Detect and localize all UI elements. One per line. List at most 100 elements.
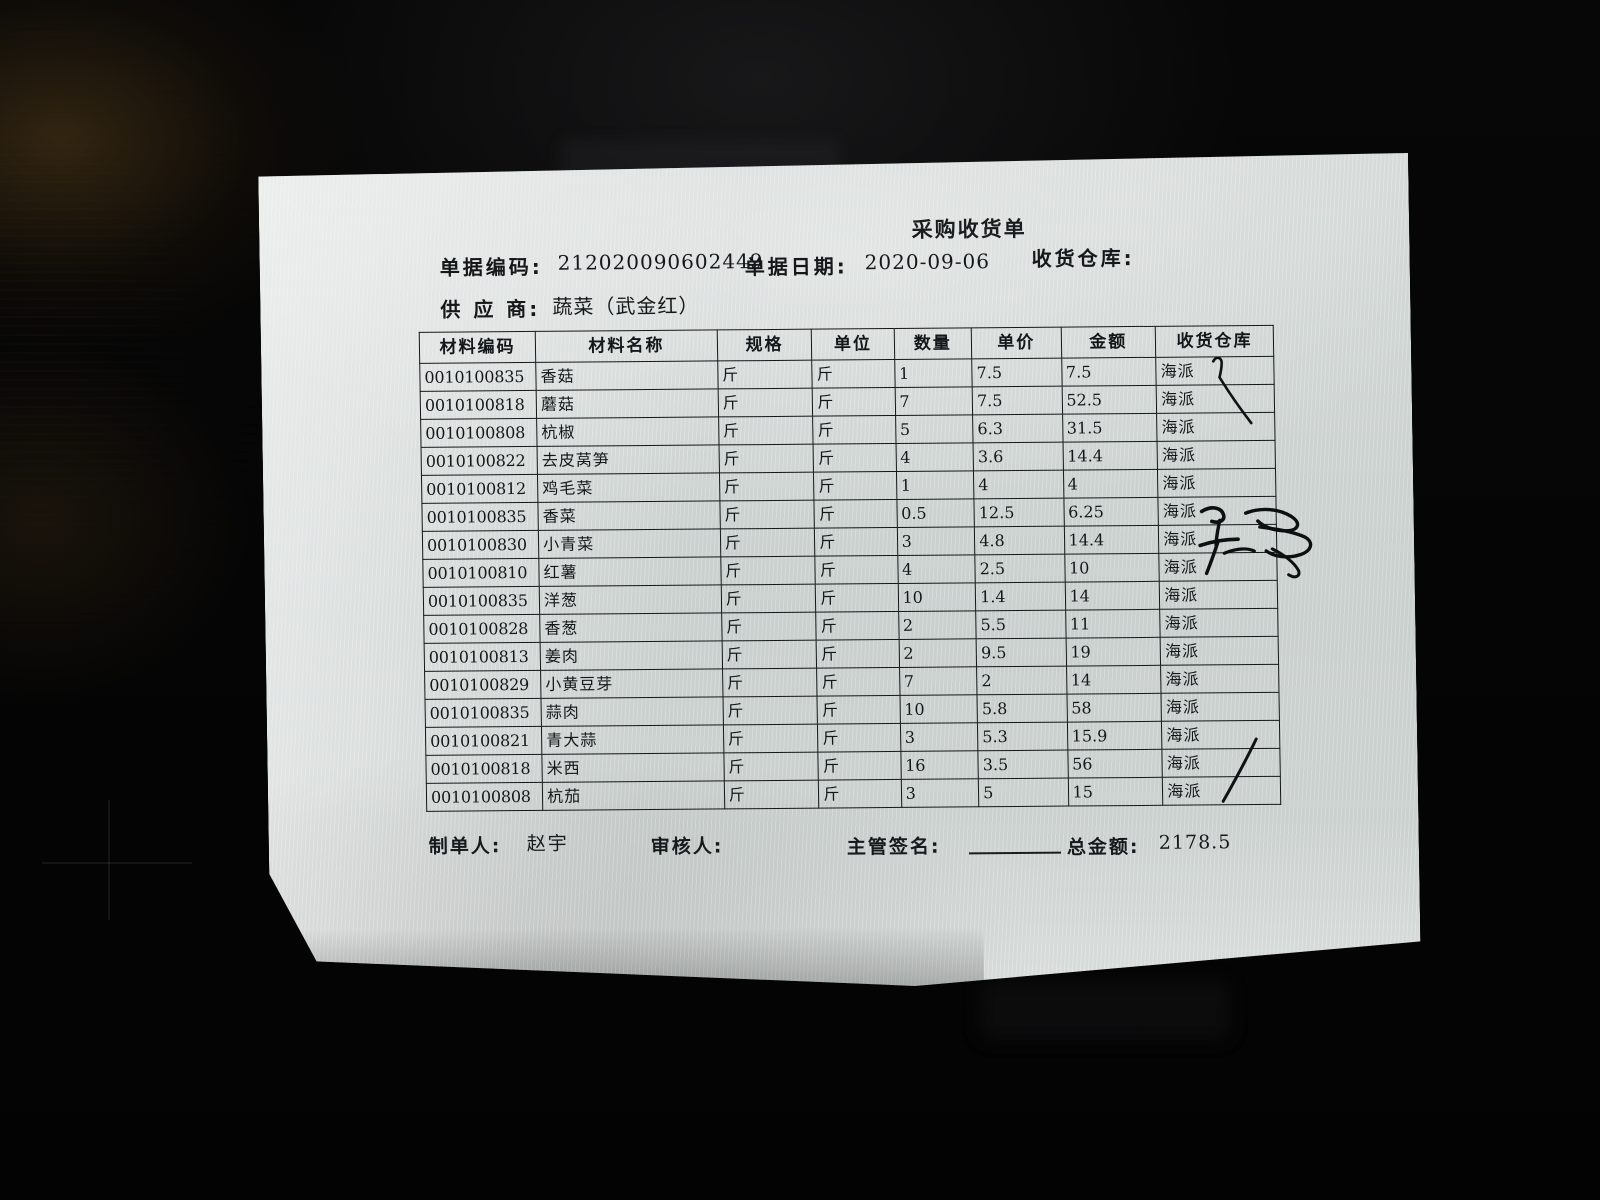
document-code-value: 212020090602449 <box>557 249 764 275</box>
cell-unit: 斤 <box>813 387 896 416</box>
cell-spec: 斤 <box>721 556 816 585</box>
cell-material-code: 0010100835 <box>420 362 537 391</box>
cell-material-code: 0010100818 <box>426 754 543 783</box>
cell-unit: 斤 <box>818 751 901 780</box>
column-header-spec: 规格 <box>717 329 812 361</box>
cell-unit-price: 9.5 <box>976 638 1066 667</box>
cell-quantity: 7 <box>899 667 977 696</box>
cell-material-name: 去皮莴笋 <box>537 445 719 474</box>
column-header-amount: 金额 <box>1061 326 1156 358</box>
column-header-unit-price: 单价 <box>971 327 1061 359</box>
cell-material-name: 杭椒 <box>537 417 719 446</box>
total-amount-value: 2178.5 <box>1158 831 1232 854</box>
cell-unit-price: 5.8 <box>977 694 1067 723</box>
cell-quantity: 3 <box>901 779 979 808</box>
cell-amount: 58 <box>1067 693 1162 722</box>
cell-quantity: 3 <box>897 527 975 556</box>
cell-amount: 19 <box>1066 637 1161 666</box>
cell-warehouse: 海派 <box>1157 412 1275 441</box>
cell-material-code: 0010100810 <box>423 558 540 587</box>
cell-unit: 斤 <box>819 779 902 808</box>
cell-material-name: 小黄豆芽 <box>541 669 723 698</box>
cell-material-name: 杭茄 <box>542 781 724 810</box>
cell-quantity: 1 <box>896 471 974 500</box>
cell-unit: 斤 <box>816 583 899 612</box>
cell-material-name: 香葱 <box>540 613 722 642</box>
cell-amount: 15 <box>1068 777 1163 806</box>
cell-unit-price: 2.5 <box>975 554 1065 583</box>
cell-material-name: 鸡毛菜 <box>538 473 720 502</box>
cell-quantity: 4 <box>897 555 975 584</box>
cell-warehouse: 海派 <box>1162 720 1280 749</box>
cell-warehouse: 海派 <box>1157 440 1275 469</box>
cell-material-code: 0010100835 <box>425 698 542 727</box>
cell-amount: 14 <box>1065 581 1160 610</box>
cell-unit: 斤 <box>817 695 900 724</box>
cell-spec: 斤 <box>720 528 815 557</box>
cell-warehouse: 海派 <box>1161 664 1279 693</box>
cell-amount: 14.4 <box>1064 525 1159 554</box>
cell-material-name: 香菜 <box>538 501 720 530</box>
cell-warehouse: 海派 <box>1156 356 1274 385</box>
cell-material-name: 米西 <box>542 753 724 782</box>
cell-quantity: 7 <box>895 387 973 416</box>
auditor-label: 审核人: <box>650 835 724 858</box>
cell-spec: 斤 <box>718 388 813 417</box>
cell-material-code: 0010100835 <box>423 586 540 615</box>
cell-material-code: 0010100818 <box>420 390 537 419</box>
cell-spec: 斤 <box>717 360 812 389</box>
manager-signature-label: 主管签名: <box>846 835 941 859</box>
cell-unit-price: 4 <box>974 470 1064 499</box>
cell-warehouse: 海派 <box>1162 748 1280 777</box>
cell-amount: 6.25 <box>1063 497 1158 526</box>
cell-material-name: 蘑菇 <box>536 389 718 418</box>
column-header-quantity: 数量 <box>894 328 972 360</box>
maker-value: 赵宇 <box>526 832 569 856</box>
cell-unit: 斤 <box>814 499 897 528</box>
total-amount-label: 总金额: <box>1066 835 1140 859</box>
cell-material-code: 0010100829 <box>425 670 542 699</box>
cell-material-code: 0010100813 <box>424 642 541 671</box>
cell-unit-price: 2 <box>977 666 1067 695</box>
maker-label: 制单人: <box>428 835 502 858</box>
cell-spec: 斤 <box>722 640 817 669</box>
cell-quantity: 1 <box>894 359 972 388</box>
cell-warehouse: 海派 <box>1159 580 1277 609</box>
cell-quantity: 10 <box>900 695 978 724</box>
cell-material-code: 0010100808 <box>421 418 538 447</box>
cell-spec: 斤 <box>719 444 814 473</box>
cell-quantity: 16 <box>900 751 978 780</box>
cell-material-name: 姜肉 <box>540 641 722 670</box>
cell-spec: 斤 <box>721 612 816 641</box>
cell-material-name: 小青菜 <box>538 529 720 558</box>
cell-material-code: 0010100828 <box>424 614 541 643</box>
cell-spec: 斤 <box>724 752 819 781</box>
cell-material-name: 蒜肉 <box>541 697 723 726</box>
cell-unit: 斤 <box>813 443 896 472</box>
cell-unit: 斤 <box>813 415 896 444</box>
cell-unit-price: 12.5 <box>974 498 1064 527</box>
document-date-value: 2020-09-06 <box>864 249 991 275</box>
table-row: 0010100808 杭茄斤斤 3 5 15 海派 <box>426 776 1280 811</box>
column-header-warehouse: 收货仓库 <box>1155 325 1273 357</box>
cell-warehouse: 海派 <box>1160 636 1278 665</box>
cell-material-name: 洋葱 <box>539 585 721 614</box>
cell-amount: 56 <box>1067 749 1162 778</box>
supplier-value: 蔬菜（武金红） <box>552 293 700 319</box>
cell-unit-price: 5 <box>978 778 1068 807</box>
cell-warehouse: 海派 <box>1158 468 1276 497</box>
cell-unit-price: 3.5 <box>978 750 1068 779</box>
cell-warehouse: 海派 <box>1159 552 1277 581</box>
cell-unit: 斤 <box>812 359 895 388</box>
column-header-material-code: 材料编码 <box>419 331 536 363</box>
cell-unit: 斤 <box>816 611 899 640</box>
cell-unit: 斤 <box>817 667 900 696</box>
cell-quantity: 10 <box>898 583 976 612</box>
cell-quantity: 5 <box>895 415 973 444</box>
cell-spec: 斤 <box>720 500 815 529</box>
cell-amount: 15.9 <box>1067 721 1162 750</box>
cell-unit: 斤 <box>815 527 898 556</box>
supplier-label: 供 应 商: <box>440 296 541 322</box>
cell-unit-price: 5.3 <box>978 722 1068 751</box>
